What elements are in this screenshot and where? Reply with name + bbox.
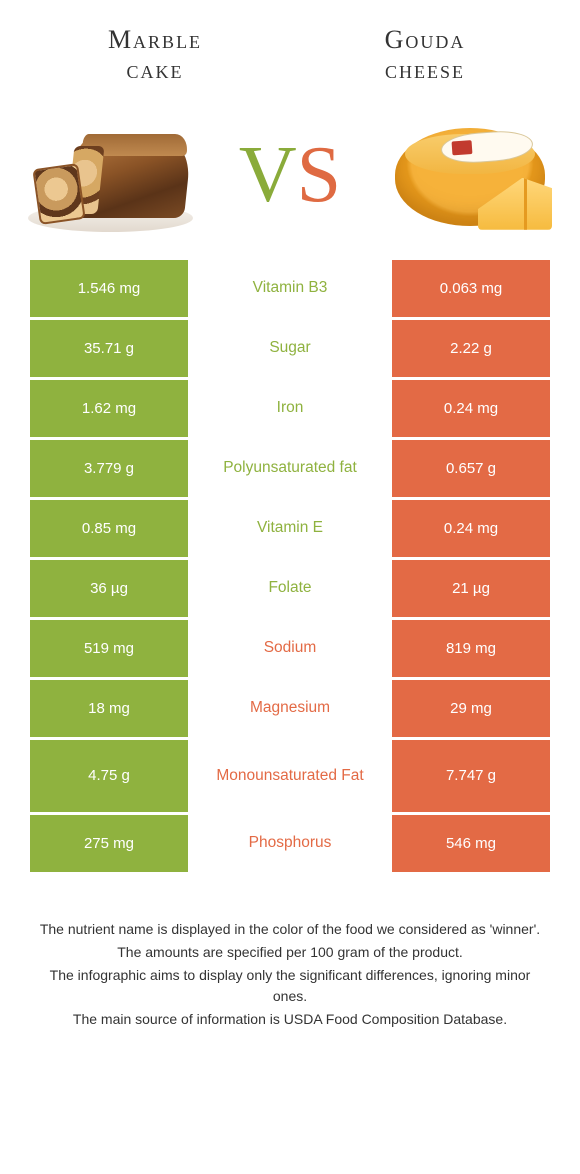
right-value: 2.22 g <box>392 320 550 377</box>
gouda-cheese-illustration <box>377 110 562 240</box>
nutrient-table: 1.546 mgVitamin B30.063 mg35.71 gSugar2.… <box>0 260 580 872</box>
marble-cake-illustration <box>18 110 203 240</box>
footer-notes: The nutrient name is displayed in the co… <box>0 875 580 1030</box>
vs-v: V <box>239 131 297 219</box>
vs-label: VS <box>220 135 360 215</box>
table-row: 0.85 mgVitamin E0.24 mg <box>30 500 550 557</box>
vs-s: S <box>297 131 342 219</box>
left-value: 35.71 g <box>30 320 188 377</box>
left-value: 4.75 g <box>30 740 188 812</box>
right-value: 0.063 mg <box>392 260 550 317</box>
left-value: 519 mg <box>30 620 188 677</box>
right-value: 7.747 g <box>392 740 550 812</box>
nutrient-name: Phosphorus <box>188 815 392 872</box>
nutrient-name: Polyunsaturated fat <box>188 440 392 497</box>
right-value: 0.657 g <box>392 440 550 497</box>
table-row: 275 mgPhosphorus546 mg <box>30 815 550 872</box>
right-value: 546 mg <box>392 815 550 872</box>
footer-line: The amounts are specified per 100 gram o… <box>36 942 544 963</box>
right-value: 819 mg <box>392 620 550 677</box>
nutrient-name: Folate <box>188 560 392 617</box>
nutrient-name: Iron <box>188 380 392 437</box>
left-value: 3.779 g <box>30 440 188 497</box>
right-value: 21 µg <box>392 560 550 617</box>
nutrient-name: Monounsaturated Fat <box>188 740 392 812</box>
images-row: VS <box>0 95 580 260</box>
table-row: 1.62 mgIron0.24 mg <box>30 380 550 437</box>
left-value: 1.546 mg <box>30 260 188 317</box>
table-row: 36 µgFolate21 µg <box>30 560 550 617</box>
table-row: 519 mgSodium819 mg <box>30 620 550 677</box>
right-value: 0.24 mg <box>392 380 550 437</box>
food-title-left: Marble cake <box>55 25 255 85</box>
food-title-right: Gouda cheese <box>325 25 525 85</box>
table-row: 35.71 gSugar2.22 g <box>30 320 550 377</box>
left-value: 1.62 mg <box>30 380 188 437</box>
footer-line: The nutrient name is displayed in the co… <box>36 919 544 940</box>
nutrient-name: Magnesium <box>188 680 392 737</box>
nutrient-name: Vitamin E <box>188 500 392 557</box>
nutrient-name: Vitamin B3 <box>188 260 392 317</box>
nutrient-name: Sodium <box>188 620 392 677</box>
table-row: 1.546 mgVitamin B30.063 mg <box>30 260 550 317</box>
table-row: 3.779 gPolyunsaturated fat0.657 g <box>30 440 550 497</box>
left-value: 0.85 mg <box>30 500 188 557</box>
left-value: 18 mg <box>30 680 188 737</box>
right-value: 0.24 mg <box>392 500 550 557</box>
nutrient-name: Sugar <box>188 320 392 377</box>
left-value: 36 µg <box>30 560 188 617</box>
footer-line: The infographic aims to display only the… <box>36 965 544 1007</box>
left-value: 275 mg <box>30 815 188 872</box>
right-value: 29 mg <box>392 680 550 737</box>
table-row: 4.75 gMonounsaturated Fat7.747 g <box>30 740 550 812</box>
header: Marble cake Gouda cheese <box>0 0 580 95</box>
table-row: 18 mgMagnesium29 mg <box>30 680 550 737</box>
footer-line: The main source of information is USDA F… <box>36 1009 544 1030</box>
